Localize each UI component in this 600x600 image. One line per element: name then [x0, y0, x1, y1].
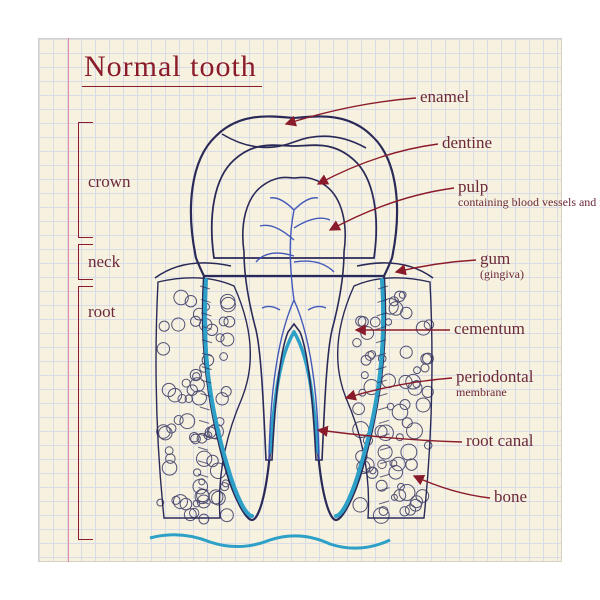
label-rootcanal: root canal	[466, 432, 534, 450]
label-periodontal: periodontalmembrane	[456, 368, 533, 398]
label-dentine: dentine	[442, 134, 492, 152]
notebook-paper	[38, 38, 562, 562]
label-bone: bone	[494, 488, 527, 506]
section-label-root: root	[88, 302, 115, 322]
title-underline	[82, 86, 262, 87]
section-label-neck: neck	[88, 252, 120, 272]
section-label-crown: crown	[88, 172, 130, 192]
label-pulp: pulpcontaining blood vessels and nerves	[458, 178, 600, 208]
label-cementum: cementum	[454, 320, 525, 338]
label-gum: gum(gingiva)	[480, 250, 524, 280]
notebook-margin-line	[68, 38, 69, 562]
bracket-neck	[78, 244, 79, 280]
bracket-crown	[78, 122, 79, 238]
label-enamel: enamel	[420, 88, 469, 106]
bracket-root	[78, 286, 79, 540]
diagram-title: Normal tooth	[84, 50, 257, 84]
